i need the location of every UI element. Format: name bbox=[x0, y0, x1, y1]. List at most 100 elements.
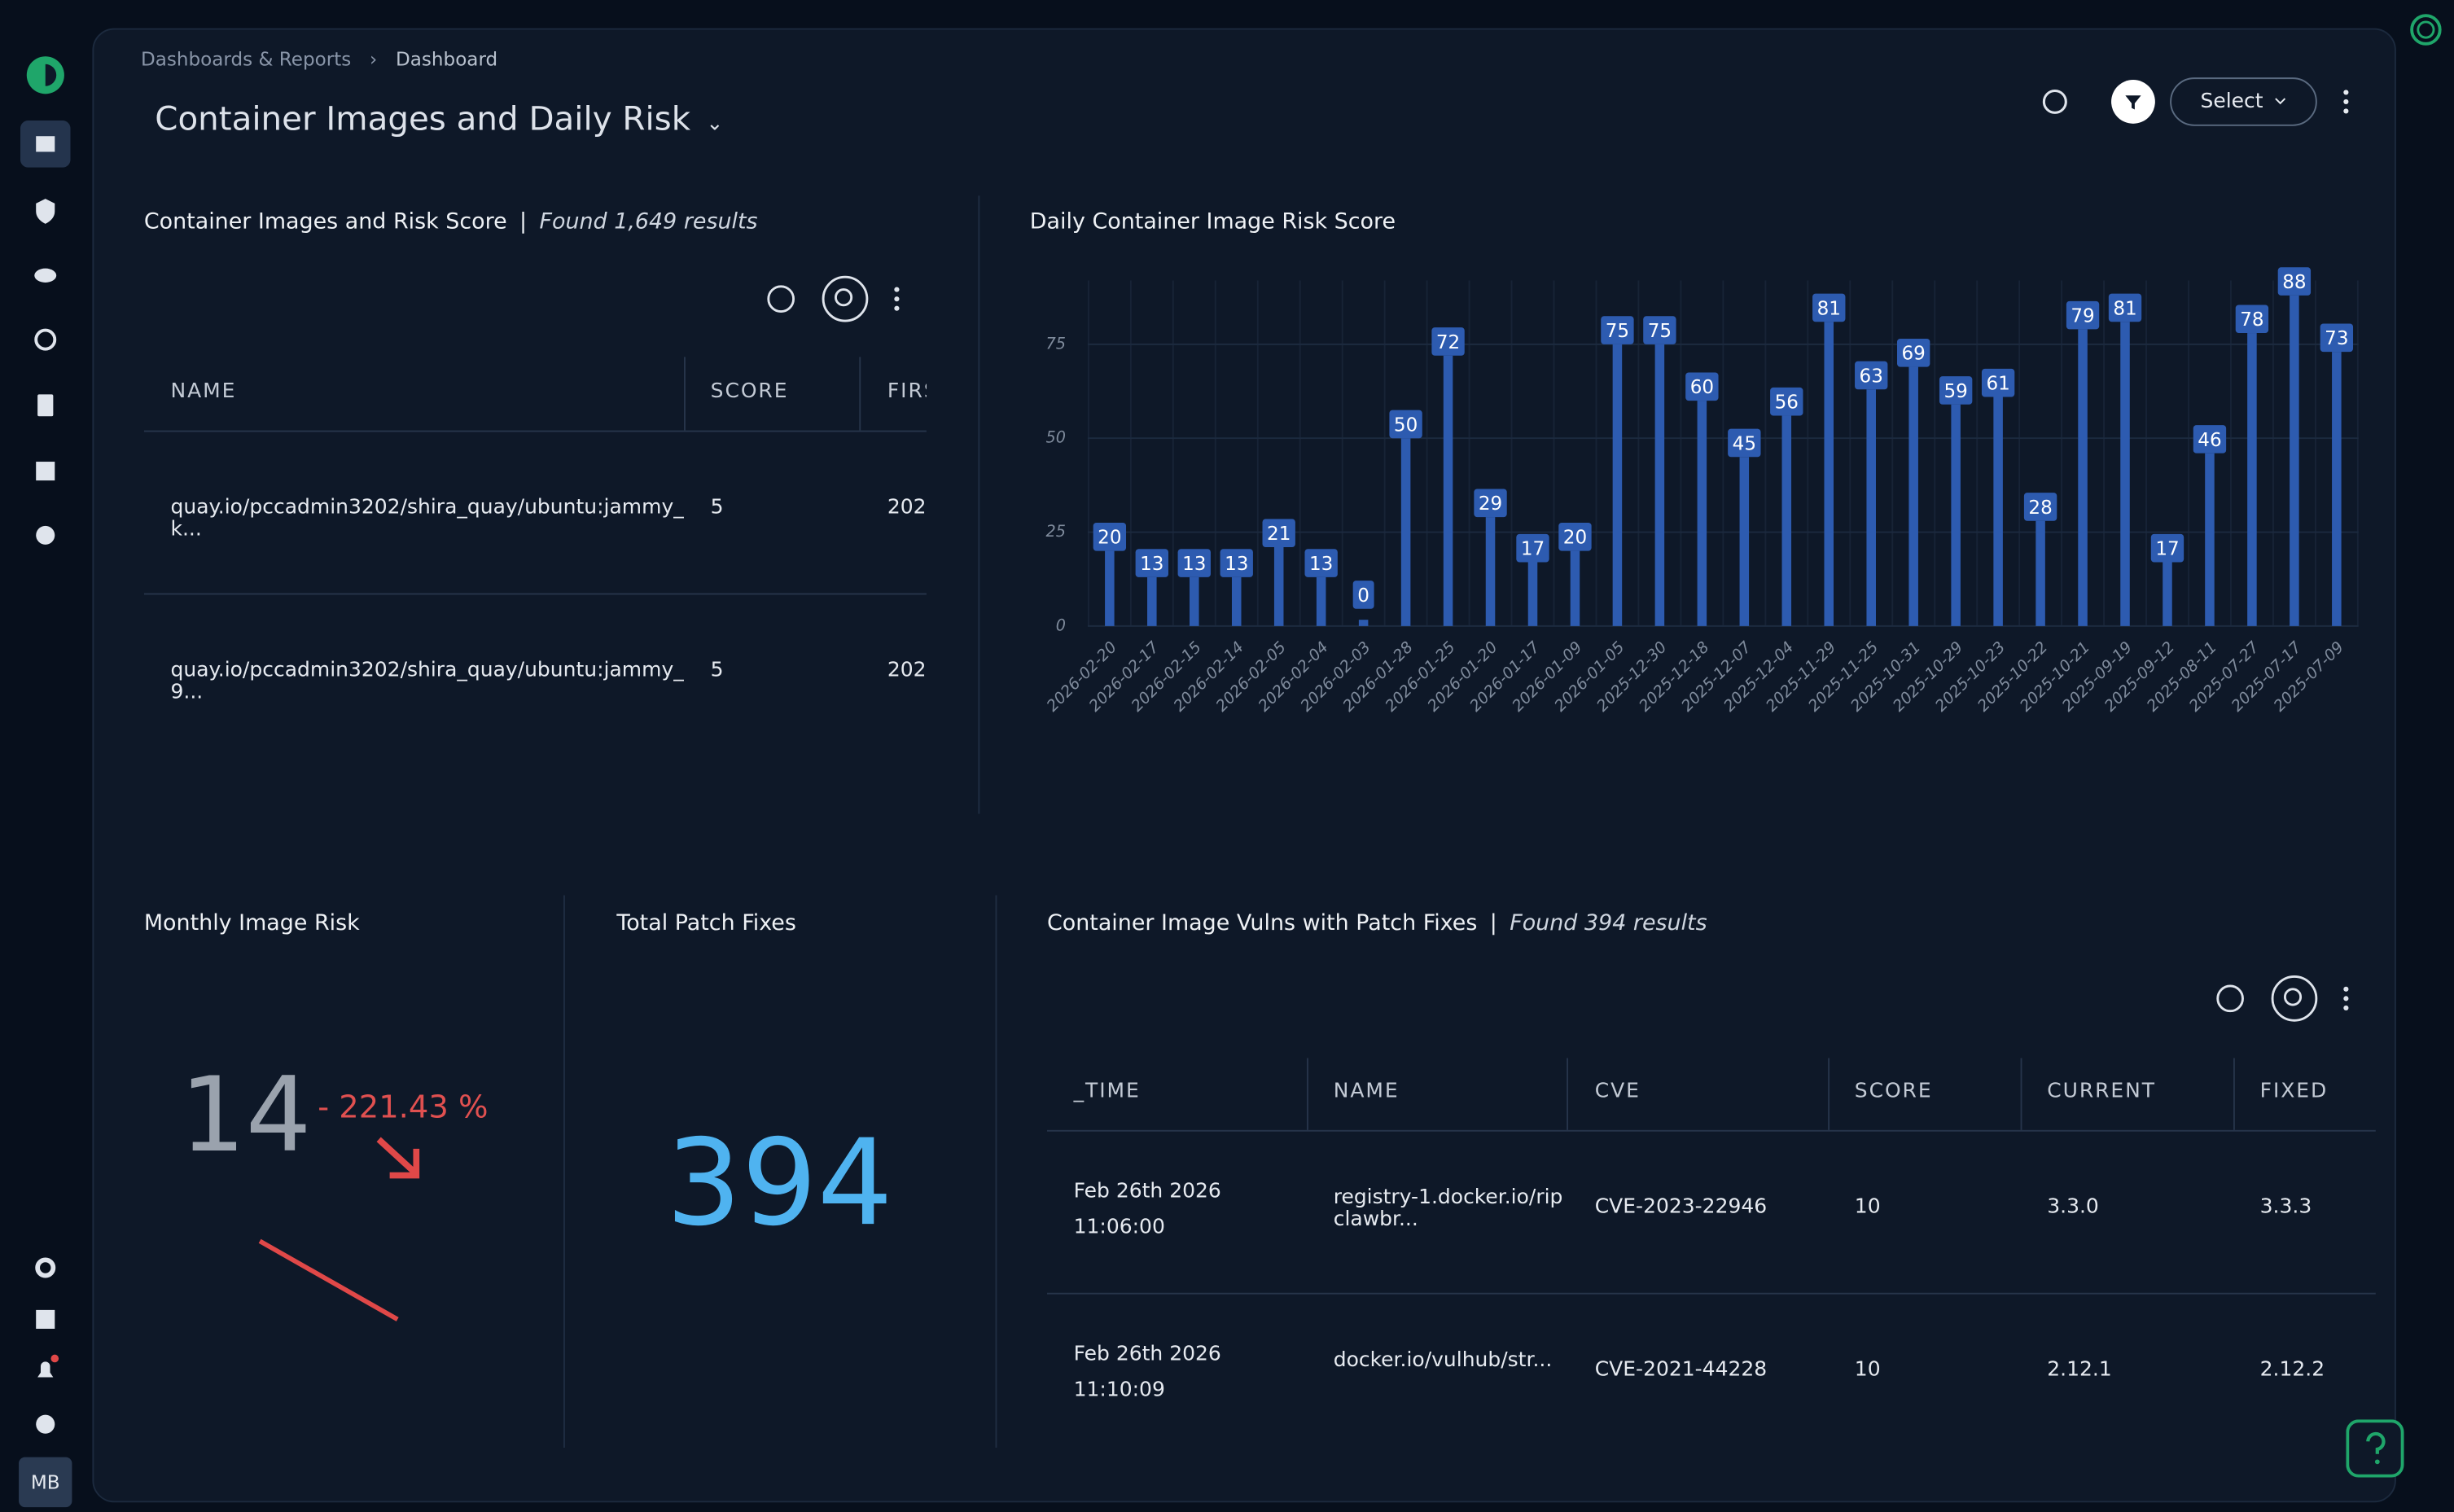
value-label-box bbox=[1093, 523, 1127, 551]
menu-dot[interactable] bbox=[894, 296, 900, 302]
bar bbox=[1400, 438, 1411, 626]
chart-title: Daily Container Image Risk Score bbox=[1029, 209, 1396, 235]
table-cell: 5 bbox=[710, 496, 724, 520]
apps-icon[interactable] bbox=[36, 1309, 55, 1329]
value-label: 13 bbox=[1140, 554, 1163, 575]
y-tick-label: 50 bbox=[1046, 428, 1066, 447]
bell-icon[interactable] bbox=[37, 1361, 54, 1378]
refresh-icon[interactable] bbox=[2216, 984, 2244, 1013]
table-cell: 10 bbox=[1854, 1358, 1881, 1383]
nav-icon[interactable] bbox=[36, 136, 55, 152]
refresh-icon[interactable] bbox=[2042, 89, 2067, 114]
bar bbox=[1781, 415, 1792, 626]
widget-title: Container Image Vulns with Patch Fixes | F… bbox=[1047, 911, 1707, 936]
table-cell: 5 bbox=[710, 659, 724, 683]
column-header: CVE bbox=[1594, 1080, 1641, 1104]
value-label: 73 bbox=[2325, 328, 2348, 349]
corner-icon[interactable] bbox=[2407, 12, 2447, 53]
value-label: 17 bbox=[1521, 539, 1545, 560]
select-button[interactable] bbox=[2170, 77, 2317, 126]
avatar[interactable] bbox=[19, 1457, 72, 1508]
nav-icon[interactable] bbox=[36, 525, 55, 545]
bar bbox=[1612, 344, 1623, 626]
breadcrumb: Dashboards & Reports › Dashboard bbox=[141, 49, 497, 71]
nav-icon[interactable] bbox=[34, 268, 57, 283]
settings-icon[interactable] bbox=[35, 1257, 56, 1278]
column-header: FIRS bbox=[887, 379, 927, 403]
menu-dot[interactable] bbox=[2343, 996, 2349, 1001]
nav-icon[interactable] bbox=[36, 199, 55, 224]
value-label: 45 bbox=[1733, 433, 1756, 454]
value-label-box bbox=[1352, 581, 1374, 609]
separator bbox=[563, 895, 565, 1448]
dashboard-title[interactable]: Container Images and Daily Risk ⌄ bbox=[155, 100, 723, 138]
bar bbox=[1485, 517, 1496, 626]
results-count: 1,649 results bbox=[614, 209, 758, 235]
column-divider bbox=[859, 357, 861, 431]
menu-dot[interactable] bbox=[2343, 90, 2349, 95]
column-divider bbox=[2020, 1058, 2022, 1130]
search-button[interactable] bbox=[822, 275, 869, 322]
table-cell: registry-1.docker.io/ripclawbr... bbox=[1333, 1186, 1563, 1232]
value-label-box bbox=[2066, 300, 2100, 330]
menu-dot[interactable] bbox=[894, 287, 900, 292]
table-cell: 2.12.1 bbox=[2047, 1358, 2112, 1383]
widget-title-text: Container Images and Risk Score bbox=[143, 209, 507, 235]
help-button[interactable] bbox=[2346, 1419, 2405, 1479]
refresh-icon[interactable] bbox=[767, 285, 795, 313]
trend-arrow bbox=[376, 1137, 420, 1179]
help-glyph bbox=[2366, 1431, 2386, 1454]
column-header: NAME bbox=[170, 379, 237, 403]
menu-dot[interactable] bbox=[2343, 1005, 2349, 1010]
value-label-box bbox=[2320, 323, 2354, 353]
table-cell: 2026 bbox=[887, 659, 927, 683]
column-divider bbox=[1567, 1058, 1569, 1130]
value-label-box bbox=[1728, 428, 1761, 458]
value-label-box bbox=[1474, 489, 1507, 518]
avatar-initials: MB bbox=[31, 1473, 60, 1494]
value-label-box bbox=[2108, 293, 2142, 322]
menu-dot[interactable] bbox=[894, 305, 900, 311]
bar bbox=[1570, 550, 1580, 626]
menu-dot[interactable] bbox=[2343, 986, 2349, 992]
value-label-box bbox=[1855, 361, 1888, 390]
value-label: 78 bbox=[2240, 309, 2263, 331]
bar bbox=[1147, 576, 1157, 626]
value-label-box bbox=[1897, 338, 1930, 367]
toolbar: Select bbox=[2042, 77, 2349, 126]
nav-icon[interactable] bbox=[37, 394, 54, 417]
value-label-box bbox=[2235, 305, 2269, 334]
table-cell: 2026 bbox=[887, 496, 927, 520]
nav-icon[interactable] bbox=[36, 462, 55, 481]
value-label: 28 bbox=[2028, 497, 2052, 519]
title-divider: | bbox=[1489, 910, 1497, 936]
filter-icon bbox=[2125, 95, 2141, 110]
breadcrumb-sep: › bbox=[370, 48, 378, 71]
found-label: Found bbox=[539, 209, 607, 235]
bar bbox=[1908, 366, 1918, 626]
value-label-box bbox=[1685, 372, 1719, 401]
images-table: NAME SCORE FIRS quay.io/pccadmin3202/shira_… bbox=[143, 357, 927, 764]
value-label-box bbox=[2277, 267, 2312, 296]
breadcrumb-current: Dashboard bbox=[396, 48, 498, 71]
breadcrumb-link[interactable]: Dashboards & Reports bbox=[140, 48, 352, 71]
kpi-value: 394 bbox=[665, 1112, 893, 1252]
search-button[interactable] bbox=[2271, 975, 2318, 1022]
bar bbox=[1443, 355, 1453, 626]
value-label: 75 bbox=[1606, 321, 1629, 342]
row-border bbox=[143, 593, 927, 595]
menu-dot[interactable] bbox=[2343, 99, 2349, 105]
dashboard-panel bbox=[92, 28, 2396, 1503]
menu-dot[interactable] bbox=[2343, 108, 2349, 114]
value-label-box bbox=[2193, 425, 2227, 454]
widget-title: Monthly Image Risk bbox=[143, 910, 360, 936]
found-label: Found bbox=[1510, 910, 1578, 936]
corner-ring bbox=[2417, 20, 2435, 39]
column-divider bbox=[684, 357, 686, 431]
results-count: 394 results bbox=[1584, 910, 1707, 936]
bar bbox=[2290, 295, 2299, 626]
nav-icon[interactable] bbox=[34, 328, 57, 351]
help-icon[interactable] bbox=[36, 1414, 55, 1434]
table-cell: 11:06:00 bbox=[1073, 1216, 1165, 1240]
